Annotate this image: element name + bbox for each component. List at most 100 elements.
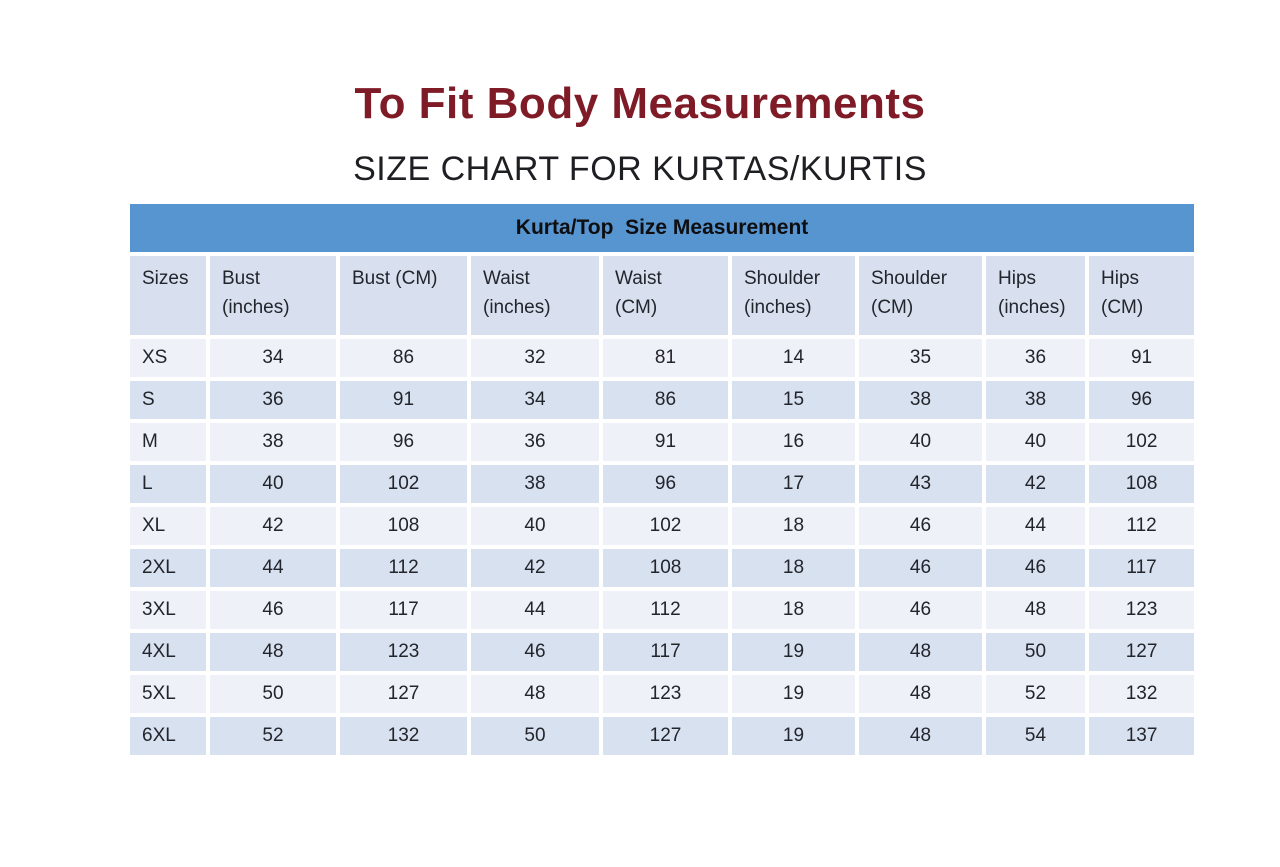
- value-cell: 112: [603, 591, 728, 629]
- size-cell: XL: [130, 507, 206, 545]
- size-cell: XS: [130, 339, 206, 377]
- header-sizes: Sizes: [130, 256, 206, 335]
- value-cell: 36: [986, 339, 1085, 377]
- value-cell: 19: [732, 717, 855, 755]
- value-cell: 18: [732, 549, 855, 587]
- value-cell: 18: [732, 507, 855, 545]
- value-cell: 127: [340, 675, 467, 713]
- value-cell: 34: [210, 339, 336, 377]
- value-cell: 91: [340, 381, 467, 419]
- header-line: Sizes: [142, 268, 189, 289]
- header-shoulder-cm: Shoulder (CM): [859, 256, 982, 335]
- table-title-row: Kurta/Top Size Measurement: [130, 204, 1195, 252]
- header-waist-cm: Waist (CM): [603, 256, 728, 335]
- header-hips-inches: Hips (inches): [986, 256, 1085, 335]
- value-cell: 123: [603, 675, 728, 713]
- value-cell: 117: [603, 633, 728, 671]
- value-cell: 86: [340, 339, 467, 377]
- value-cell: 40: [986, 423, 1085, 461]
- value-cell: 42: [986, 465, 1085, 503]
- value-cell: 48: [210, 633, 336, 671]
- size-cell: 3XL: [130, 591, 206, 629]
- header-line: (inches): [998, 296, 1066, 318]
- header-line: Waist: [615, 268, 662, 289]
- header-line: Bust (CM): [352, 268, 438, 289]
- header-waist-inches: Waist (inches): [471, 256, 599, 335]
- value-cell: 42: [471, 549, 599, 587]
- header-shoulder-inches: Shoulder (inches): [732, 256, 855, 335]
- value-cell: 102: [340, 465, 467, 503]
- value-cell: 54: [986, 717, 1085, 755]
- table-row-xl: XL 42 108 40 102 18 46 44 112: [130, 507, 1195, 545]
- value-cell: 40: [210, 465, 336, 503]
- value-cell: 46: [210, 591, 336, 629]
- table-header-row: Sizes Bust (inches) Bust (CM) Waist (inche…: [130, 256, 1195, 335]
- value-cell: 18: [732, 591, 855, 629]
- value-cell: 112: [340, 549, 467, 587]
- value-cell: 46: [859, 549, 982, 587]
- value-cell: 46: [986, 549, 1085, 587]
- value-cell: 96: [1089, 381, 1195, 419]
- value-cell: 48: [471, 675, 599, 713]
- size-cell: S: [130, 381, 206, 419]
- value-cell: 127: [603, 717, 728, 755]
- value-cell: 48: [859, 675, 982, 713]
- value-cell: 40: [471, 507, 599, 545]
- value-cell: 50: [986, 633, 1085, 671]
- value-cell: 96: [340, 423, 467, 461]
- size-cell: L: [130, 465, 206, 503]
- value-cell: 117: [340, 591, 467, 629]
- value-cell: 19: [732, 633, 855, 671]
- value-cell: 14: [732, 339, 855, 377]
- table-row-6xl: 6XL 52 132 50 127 19 48 54 137: [130, 717, 1195, 755]
- value-cell: 46: [859, 591, 982, 629]
- value-cell: 52: [210, 717, 336, 755]
- header-line: (inches): [744, 296, 812, 318]
- header-line: (inches): [222, 296, 290, 318]
- header-line: Shoulder: [871, 268, 948, 289]
- table-row-l: L 40 102 38 96 17 43 42 108: [130, 465, 1195, 503]
- value-cell: 132: [340, 717, 467, 755]
- header-line: (CM): [871, 296, 914, 318]
- value-cell: 81: [603, 339, 728, 377]
- page-subtitle: SIZE CHART FOR KURTAS/KURTIS: [353, 150, 927, 188]
- value-cell: 91: [1089, 339, 1195, 377]
- value-cell: 19: [732, 675, 855, 713]
- page-title: To Fit Body Measurements: [354, 79, 926, 128]
- table-row-xs: XS 34 86 32 81 14 35 36 91: [130, 339, 1195, 377]
- value-cell: 52: [986, 675, 1085, 713]
- value-cell: 96: [603, 465, 728, 503]
- table-title-band: Kurta/Top Size Measurement: [130, 204, 1195, 252]
- value-cell: 36: [210, 381, 336, 419]
- header-line: Hips: [1101, 268, 1140, 289]
- value-cell: 132: [1089, 675, 1195, 713]
- header-line: (inches): [483, 296, 551, 318]
- size-cell: 5XL: [130, 675, 206, 713]
- value-cell: 43: [859, 465, 982, 503]
- value-cell: 38: [859, 381, 982, 419]
- value-cell: 15: [732, 381, 855, 419]
- value-cell: 40: [859, 423, 982, 461]
- table-row-5xl: 5XL 50 127 48 123 19 48 52 132: [130, 675, 1195, 713]
- value-cell: 50: [471, 717, 599, 755]
- value-cell: 123: [340, 633, 467, 671]
- value-cell: 32: [471, 339, 599, 377]
- table-row-3xl: 3XL 46 117 44 112 18 46 48 123: [130, 591, 1195, 629]
- value-cell: 16: [732, 423, 855, 461]
- table-row-s: S 36 91 34 86 15 38 38 96: [130, 381, 1195, 419]
- value-cell: 86: [603, 381, 728, 419]
- page: { "page": { "title": "To Fit Body Measur…: [0, 82, 1280, 867]
- value-cell: 123: [1089, 591, 1195, 629]
- value-cell: 35: [859, 339, 982, 377]
- value-cell: 36: [471, 423, 599, 461]
- value-cell: 127: [1089, 633, 1195, 671]
- size-cell: 2XL: [130, 549, 206, 587]
- value-cell: 108: [1089, 465, 1195, 503]
- value-cell: 102: [1089, 423, 1195, 461]
- table-row-m: M 38 96 36 91 16 40 40 102: [130, 423, 1195, 461]
- header-bust-cm: Bust (CM): [340, 256, 467, 335]
- size-cell: M: [130, 423, 206, 461]
- size-chart-table: Kurta/Top Size Measurement Sizes Bust (in…: [126, 200, 1198, 759]
- value-cell: 108: [603, 549, 728, 587]
- value-cell: 38: [986, 381, 1085, 419]
